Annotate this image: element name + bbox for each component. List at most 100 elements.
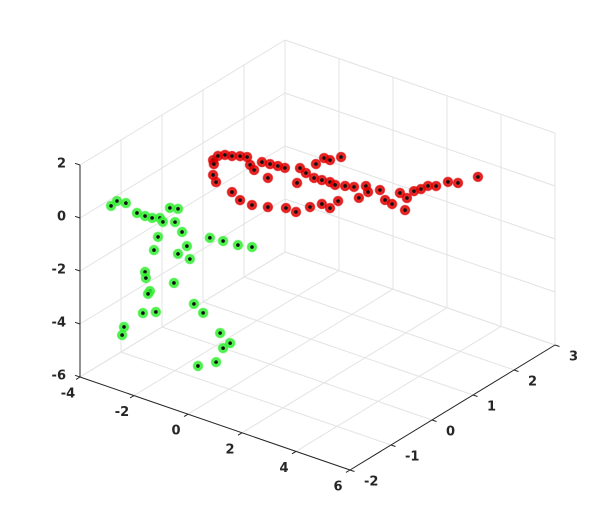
grid-line <box>202 301 474 396</box>
point-center <box>294 210 298 214</box>
grid-line <box>133 270 340 397</box>
point-center <box>366 190 370 194</box>
point-center <box>196 364 200 368</box>
y-tick <box>431 419 437 422</box>
x-tick <box>345 469 351 473</box>
x-tick <box>183 413 189 418</box>
y-tick <box>554 344 560 347</box>
point-center <box>238 154 242 158</box>
point-center <box>230 190 234 194</box>
grid-line <box>284 198 556 293</box>
point-center <box>212 162 216 166</box>
grid-line <box>120 351 392 446</box>
point-center <box>405 196 409 200</box>
x-tick <box>237 432 243 436</box>
point-center <box>328 158 332 162</box>
point-center <box>176 252 180 256</box>
point-center <box>216 154 220 158</box>
point-center <box>336 199 340 203</box>
x-tick-label: 4 <box>279 461 288 476</box>
point-center <box>308 205 312 209</box>
z-tick <box>74 374 81 378</box>
grid-line <box>243 276 515 371</box>
point-center <box>314 162 318 166</box>
z-tick <box>74 215 81 219</box>
grid-line <box>187 288 394 415</box>
point-center <box>143 214 147 218</box>
y-tick <box>472 394 478 397</box>
point-center <box>276 164 280 168</box>
point-center <box>223 153 227 157</box>
point-center <box>419 187 423 191</box>
z-tick-label: -6 <box>52 369 66 384</box>
point-center <box>260 160 264 164</box>
point-center <box>161 220 165 224</box>
point-center <box>228 341 232 345</box>
point-center <box>398 191 402 195</box>
point-center <box>211 173 215 177</box>
point-center <box>180 230 184 234</box>
point-center <box>456 181 460 185</box>
point-center <box>252 168 256 172</box>
y-axis <box>349 344 556 471</box>
point-center <box>426 184 430 188</box>
z-tick-label: 0 <box>57 210 66 225</box>
point-center <box>124 201 128 205</box>
point-center <box>383 198 387 202</box>
point-center <box>115 199 119 203</box>
grid-line <box>284 251 556 346</box>
point-center <box>238 198 242 202</box>
point-center <box>109 204 113 208</box>
point-center <box>390 202 394 206</box>
point-center <box>214 360 218 364</box>
x-tick-label: 0 <box>171 424 180 439</box>
z-tick-label: -2 <box>52 263 66 278</box>
y-tick-label: -2 <box>364 475 378 490</box>
grid-line <box>79 39 286 166</box>
point-center <box>150 216 154 220</box>
point-center <box>268 162 272 166</box>
z-tick-label: 2 <box>57 157 66 172</box>
point-center <box>343 184 347 188</box>
point-center <box>221 346 225 350</box>
point-center <box>245 155 249 159</box>
grid-line <box>241 307 448 434</box>
point-center <box>333 183 337 187</box>
x-tick-label: -4 <box>61 387 75 402</box>
y-tick <box>349 469 355 472</box>
point-center <box>320 178 324 182</box>
x-tick-label: 2 <box>225 442 234 457</box>
point-center <box>403 208 407 212</box>
point-center <box>156 235 160 239</box>
y-tick-label: 3 <box>569 350 578 365</box>
point-center <box>208 236 212 240</box>
point-center <box>172 281 176 285</box>
point-center <box>412 189 416 193</box>
x-tick <box>291 450 297 455</box>
point-center <box>266 205 270 209</box>
grid-line <box>79 251 286 378</box>
x-tick-label: -2 <box>115 405 129 420</box>
point-center <box>146 292 150 296</box>
point-center <box>339 155 343 159</box>
point-center <box>250 203 254 207</box>
y-tick-label: 0 <box>446 425 455 440</box>
point-center <box>218 331 222 335</box>
point-center <box>154 310 158 314</box>
y-tick <box>513 369 519 372</box>
point-center <box>295 181 299 185</box>
z-tick <box>74 162 81 166</box>
point-center <box>378 188 382 192</box>
point-center <box>230 154 234 158</box>
z-tick-label: -4 <box>52 316 66 331</box>
point-center <box>188 257 192 261</box>
point-center <box>434 184 438 188</box>
point-center <box>168 206 172 210</box>
point-center <box>312 176 316 180</box>
point-center <box>135 211 139 215</box>
point-center <box>328 206 332 210</box>
y-tick-label: -1 <box>405 450 419 465</box>
point-center <box>250 245 254 249</box>
